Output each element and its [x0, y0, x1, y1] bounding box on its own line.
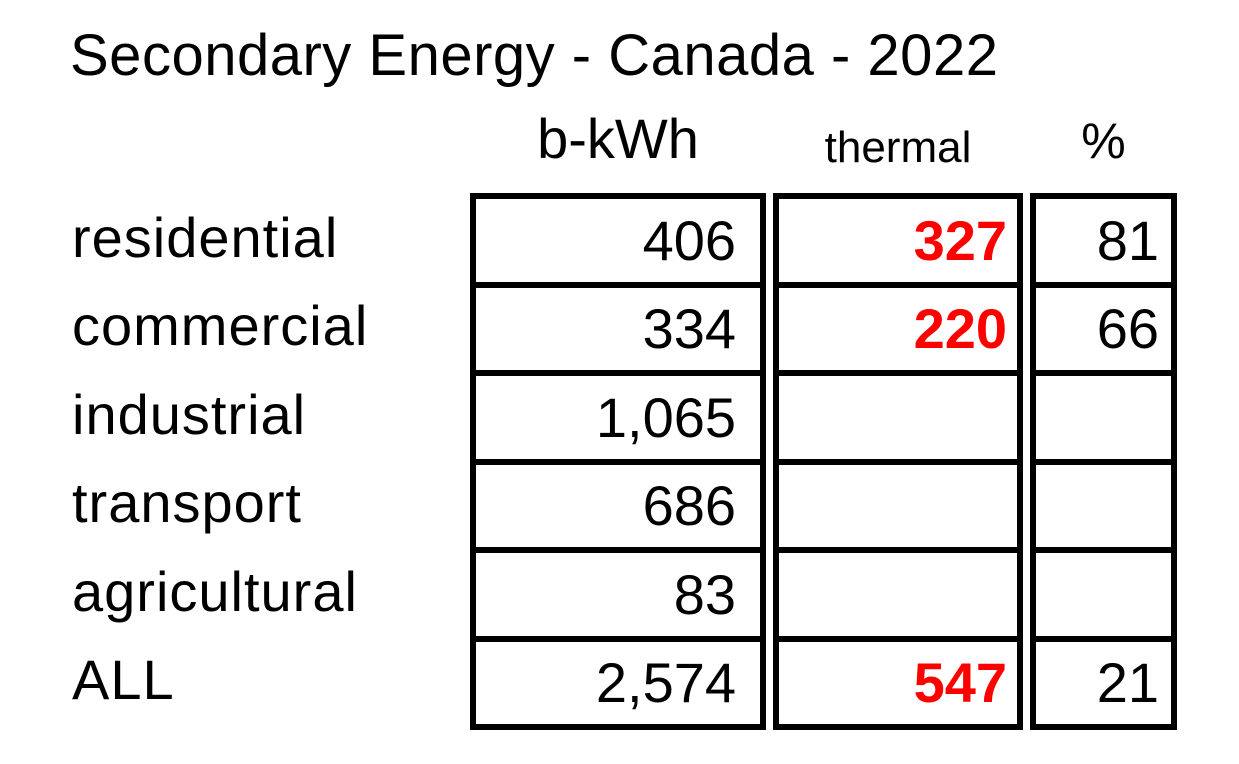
cell-percent [1030, 547, 1177, 642]
cell-thermal: 220 [773, 281, 1023, 376]
percent-column: 81 66 21 [1030, 193, 1177, 730]
row-label: residential [72, 205, 339, 269]
cell-bkwh: 2,574 [470, 635, 766, 730]
cell-bkwh: 83 [470, 547, 766, 642]
cell-thermal [773, 370, 1023, 465]
cell-bkwh: 686 [470, 458, 766, 553]
bkwh-column: 406 334 1,065 686 83 2,574 [470, 193, 766, 730]
cell-thermal [773, 547, 1023, 642]
cell-thermal: 327 [773, 193, 1023, 288]
col-header-bkwh: b-kWh [537, 107, 699, 170]
cell-percent: 81 [1030, 193, 1177, 288]
cell-percent [1030, 370, 1177, 465]
row-label: transport [72, 471, 302, 535]
col-header-thermal: thermal [824, 123, 972, 172]
cell-bkwh: 1,065 [470, 370, 766, 465]
row-label: industrial [72, 382, 307, 446]
cell-bkwh: 406 [470, 193, 766, 288]
col-header-percent: % [1081, 113, 1126, 169]
thermal-column: 327 220 547 [773, 193, 1023, 730]
cell-percent [1030, 458, 1177, 553]
page-title: Secondary Energy - Canada - 2022 [70, 23, 999, 88]
row-label: ALL [72, 648, 175, 712]
row-labels-column: residential commercial industrial transp… [72, 193, 368, 724]
row-label: agricultural [72, 559, 358, 623]
cell-percent: 21 [1030, 635, 1177, 730]
cell-bkwh: 334 [470, 281, 766, 376]
cell-thermal: 547 [773, 635, 1023, 730]
row-label: commercial [72, 294, 369, 358]
cell-percent: 66 [1030, 281, 1177, 376]
cell-thermal [773, 458, 1023, 553]
